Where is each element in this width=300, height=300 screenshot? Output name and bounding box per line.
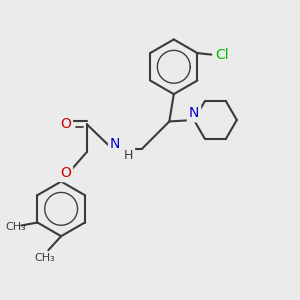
Text: N: N bbox=[110, 137, 120, 151]
Text: O: O bbox=[60, 166, 71, 180]
Text: CH₃: CH₃ bbox=[34, 254, 55, 263]
Text: N: N bbox=[189, 106, 199, 120]
Text: CH₃: CH₃ bbox=[6, 222, 26, 232]
Text: H: H bbox=[124, 149, 133, 162]
Text: O: O bbox=[60, 117, 71, 131]
Text: Cl: Cl bbox=[215, 48, 229, 62]
